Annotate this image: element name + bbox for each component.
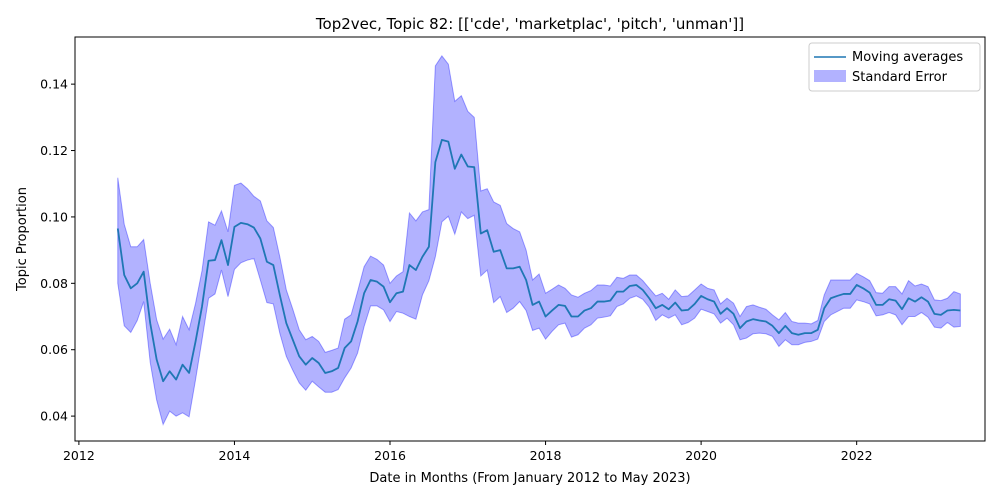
standard-error-band	[117, 55, 961, 426]
x-axis: 2012 2014 2016 2018 2020 2022	[63, 441, 873, 463]
y-tick-label: 0.12	[40, 143, 68, 158]
x-tick-label: 2016	[374, 448, 406, 463]
plot-area	[116, 55, 961, 426]
y-tick-label: 0.08	[40, 276, 68, 291]
x-tick-label: 2014	[219, 448, 251, 463]
y-tick-label: 0.06	[40, 342, 68, 357]
y-tick-label: 0.14	[40, 77, 68, 92]
legend-box	[808, 42, 981, 92]
y-tick-label: 0.04	[40, 409, 68, 424]
x-tick-label: 2022	[841, 448, 873, 463]
legend-label-moving-averages: Moving averages	[852, 50, 963, 65]
x-tick-label: 2018	[530, 448, 562, 463]
legend-label-standard-error: Standard Error	[852, 70, 948, 85]
x-tick-label: 2020	[685, 448, 717, 463]
y-axis: 0.04 0.06 0.08 0.10 0.12 0.14	[40, 77, 75, 424]
x-axis-label: Date in Months (From January 2012 to May…	[369, 471, 690, 486]
x-tick-label: 2012	[63, 448, 95, 463]
legend: Moving averages Standard Error	[808, 42, 981, 92]
moving-averages-line	[116, 139, 961, 383]
legend-band-swatch	[814, 70, 846, 82]
y-axis-label: Topic Proportion	[15, 187, 30, 292]
y-tick-label: 0.10	[40, 209, 68, 224]
chart-title: Top2vec, Topic 82: [['cde', 'marketplac'…	[315, 15, 744, 33]
plot-frame	[74, 36, 986, 442]
